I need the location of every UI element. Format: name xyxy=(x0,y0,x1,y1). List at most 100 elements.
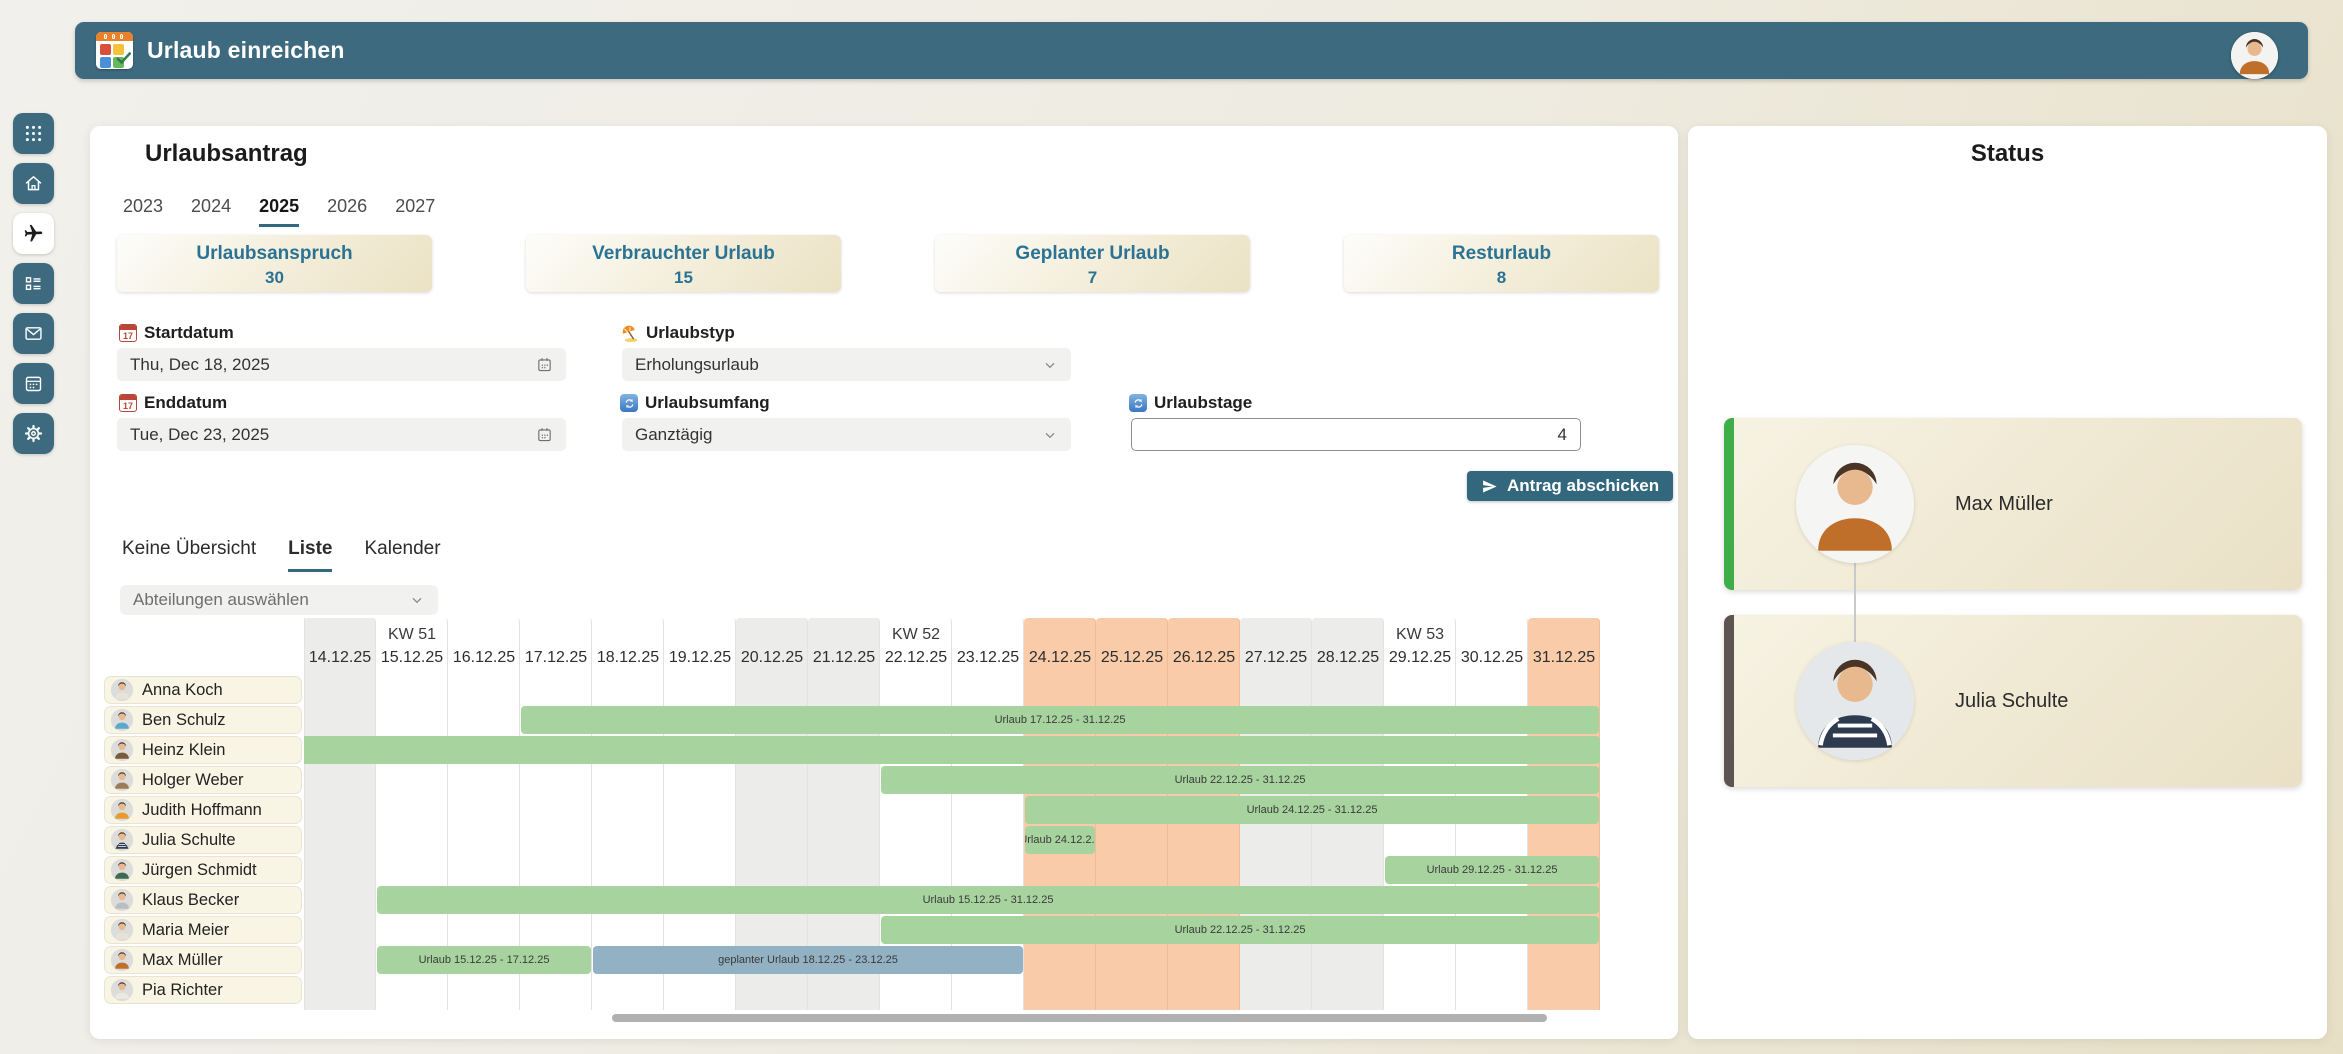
gantt-date-label: 14.12.25 xyxy=(308,649,372,666)
gantt-day-column-16.12.25 xyxy=(448,618,520,1010)
user-avatar[interactable] xyxy=(2231,32,2278,79)
employee-row-holger-weber[interactable]: Holger Weber xyxy=(104,766,302,794)
status-panel: Status Max Müller Julia Schulte xyxy=(1688,126,2327,1039)
submit-request-button[interactable]: Antrag abschicken xyxy=(1467,471,1674,501)
employee-row-judith-hoffmann[interactable]: Judith Hoffmann xyxy=(104,796,302,824)
calendar-picker-icon[interactable] xyxy=(536,426,553,443)
sidebar-item-mail[interactable] xyxy=(13,313,54,354)
vacation-request-panel: Urlaubsantrag 2023 2024 2025 2026 2027 Urlau… xyxy=(90,126,1678,1039)
gantt-day-column-17.12.25 xyxy=(520,618,592,1010)
gantt-date-label: 26.12.25 xyxy=(1172,649,1236,666)
year-tab-2023[interactable]: 2023 xyxy=(123,196,164,216)
employee-avatar xyxy=(111,709,133,731)
gantt-date-label: 30.12.25 xyxy=(1460,649,1524,666)
view-tab-liste[interactable]: Liste xyxy=(288,538,333,572)
sidebar-item-tasks[interactable] xyxy=(13,263,54,304)
year-tab-2026[interactable]: 2026 xyxy=(327,196,368,216)
gantt-week-label: KW 51 xyxy=(387,626,436,643)
sidebar-item-vacation[interactable] xyxy=(13,213,54,254)
employee-name: Holger Weber xyxy=(142,770,244,789)
gantt-day-column-15.12.25 xyxy=(376,618,448,1010)
view-tab-keine-bersicht[interactable]: Keine Übersicht xyxy=(122,538,257,559)
vacation-bar[interactable] xyxy=(304,736,1600,764)
employee-row-heinz-klein[interactable]: Heinz Klein xyxy=(104,736,302,764)
section-title: Urlaubsantrag xyxy=(145,140,308,167)
calendar-icon xyxy=(23,373,44,394)
stat-label: Urlaubsanspruch xyxy=(196,243,353,264)
employee-row-pia-richter[interactable]: Pia Richter xyxy=(104,976,302,1004)
vacation-bar[interactable]: Urlaub 22.12.25 - 31.12.25 xyxy=(881,766,1599,794)
gantt-day-column-21.12.25 xyxy=(808,618,880,1010)
stat-label: Verbrauchter Urlaub xyxy=(592,243,775,264)
stat-box-0: Urlaubsanspruch 30 xyxy=(117,235,432,292)
gantt-date-label: 19.12.25 xyxy=(668,649,732,666)
employee-avatar xyxy=(111,679,133,701)
employee-row-j-rgen-schmidt[interactable]: Jürgen Schmidt xyxy=(104,856,302,884)
gantt-date-label: 22.12.25 xyxy=(884,649,948,666)
chevron-down-icon xyxy=(1045,362,1055,368)
red-calendar-icon: 17 xyxy=(119,394,137,412)
sidebar-item-calendar[interactable] xyxy=(13,363,54,404)
employee-row-julia-schulte[interactable]: Julia Schulte xyxy=(104,826,302,854)
status-accent-bar xyxy=(1724,615,1734,787)
gantt-date-label: 29.12.25 xyxy=(1388,649,1452,666)
vacation-bar[interactable]: Urlaub 15.12.25 - 31.12.25 xyxy=(377,886,1599,914)
view-tab-kalender[interactable]: Kalender xyxy=(364,538,441,559)
employee-avatar xyxy=(111,769,133,791)
sidebar-item-home[interactable] xyxy=(13,163,54,204)
mail-icon xyxy=(23,323,44,344)
view-tabs: Keine Übersicht Liste Kalender xyxy=(122,538,441,572)
gantt-day-column-19.12.25 xyxy=(664,618,736,1010)
urlaubstyp-value: Erholungsurlaub xyxy=(635,354,759,374)
urlaubstyp-select[interactable]: Erholungsurlaub xyxy=(622,348,1071,381)
employee-row-anna-koch[interactable]: Anna Koch xyxy=(104,676,302,704)
gantt-date-label: 24.12.25 xyxy=(1028,649,1092,666)
horizontal-scrollbar[interactable] xyxy=(612,1014,1547,1022)
vacation-bar[interactable]: Urlaub 15.12.25 - 17.12.25 xyxy=(377,946,591,974)
year-tabs: 2023 2024 2025 2026 2027 xyxy=(123,196,435,227)
employee-name: Julia Schulte xyxy=(142,830,236,849)
app-logo-icon xyxy=(96,32,133,69)
year-tab-2024[interactable]: 2024 xyxy=(191,196,232,216)
calendar-picker-icon[interactable] xyxy=(536,356,553,373)
beach-umbrella-icon xyxy=(622,325,638,342)
gantt-date-label: 16.12.25 xyxy=(452,649,516,666)
gantt-week-label: KW 53 xyxy=(1395,626,1444,643)
employee-row-maria-meier[interactable]: Maria Meier xyxy=(104,916,302,944)
startdatum-field[interactable]: Thu, Dec 18, 2025 xyxy=(117,348,566,381)
vacation-bar[interactable]: Urlaub 29.12.25 - 31.12.25 xyxy=(1385,856,1599,884)
department-filter[interactable]: Abteilungen auswählen xyxy=(120,585,438,615)
enddatum-label: 17 Enddatum xyxy=(119,392,227,414)
gantt-date-label: 15.12.25 xyxy=(380,649,444,666)
status-card-max-m-ller: Max Müller xyxy=(1724,418,2302,590)
employee-avatar xyxy=(111,799,133,821)
gantt-date-label: 31.12.25 xyxy=(1532,649,1596,666)
gear-icon xyxy=(23,423,44,444)
enddatum-field[interactable]: Tue, Dec 23, 2025 xyxy=(117,418,566,451)
employee-row-max-m-ller[interactable]: Max Müller xyxy=(104,946,302,974)
employee-name: Pia Richter xyxy=(142,980,223,999)
year-tab-2025[interactable]: 2025 xyxy=(259,196,300,227)
vacation-bar[interactable]: geplanter Urlaub 18.12.25 - 23.12.25 xyxy=(593,946,1023,974)
employee-row-ben-schulz[interactable]: Ben Schulz xyxy=(104,706,302,734)
year-tab-2027[interactable]: 2027 xyxy=(395,196,436,216)
sidebar-item-apps[interactable] xyxy=(13,113,54,154)
employee-row-klaus-becker[interactable]: Klaus Becker xyxy=(104,886,302,914)
sidebar-item-settings[interactable] xyxy=(13,413,54,454)
employee-name: Ben Schulz xyxy=(142,710,226,729)
gantt-day-column-23.12.25 xyxy=(952,618,1024,1010)
stat-value: 8 xyxy=(1496,268,1507,287)
vacation-bar[interactable]: Urlaub 24.12.2... xyxy=(1025,826,1095,854)
employee-name: Anna Koch xyxy=(142,680,223,699)
top-bar: Urlaub einreichen xyxy=(75,22,2308,79)
vacation-bar[interactable]: Urlaub 22.12.25 - 31.12.25 xyxy=(881,916,1599,944)
vacation-bar[interactable]: Urlaub 24.12.25 - 31.12.25 xyxy=(1025,796,1599,824)
vacation-bar[interactable]: Urlaub 17.12.25 - 31.12.25 xyxy=(521,706,1599,734)
stat-label: Resturlaub xyxy=(1451,243,1552,264)
stat-box-1: Verbrauchter Urlaub 15 xyxy=(526,235,841,292)
urlaubsumfang-select[interactable]: Ganztägig xyxy=(622,418,1071,451)
urlaubsumfang-value: Ganztägig xyxy=(635,424,713,444)
gantt-date-label: 18.12.25 xyxy=(596,649,660,666)
employee-name: Heinz Klein xyxy=(142,740,226,759)
urlaubstage-input[interactable]: 4 xyxy=(1131,418,1581,451)
